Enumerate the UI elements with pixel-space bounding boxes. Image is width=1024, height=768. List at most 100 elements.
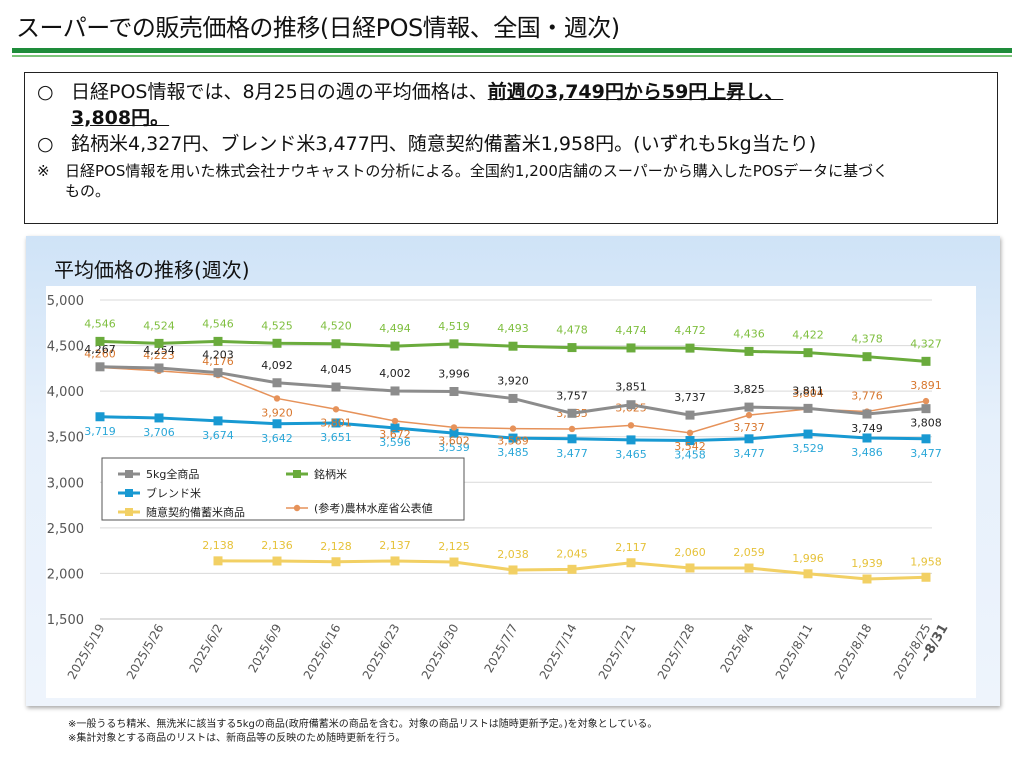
data-point xyxy=(627,422,635,429)
data-label: 3,642 xyxy=(261,432,293,445)
data-label: 4,546 xyxy=(84,317,116,330)
data-point xyxy=(390,341,400,351)
data-point xyxy=(95,336,105,346)
data-label: 2,045 xyxy=(556,547,588,560)
legend-box xyxy=(101,457,465,521)
data-point xyxy=(685,410,695,420)
data-point xyxy=(154,363,164,373)
data-point xyxy=(154,413,164,423)
series-brand: 4,546 4,524 4,546 4,525 4,520 4,494 4,519 4,493… xyxy=(84,317,942,366)
data-point xyxy=(803,569,813,579)
legend-item-total-label: 5kg全商品 xyxy=(146,467,199,481)
data-label: 3,485 xyxy=(497,446,529,459)
data-point xyxy=(862,409,872,419)
data-point xyxy=(449,428,459,438)
data-point xyxy=(685,436,695,446)
data-label: 2,138 xyxy=(202,539,234,552)
data-point xyxy=(862,433,872,443)
data-label: 3,529 xyxy=(792,442,824,455)
y-tick-label: 4,500 xyxy=(47,340,84,355)
data-label: 4,267 xyxy=(84,343,116,356)
data-point xyxy=(213,336,223,346)
data-point xyxy=(331,557,341,567)
data-label: 2,059 xyxy=(733,546,765,559)
bullet-mark: ○ xyxy=(37,81,54,103)
legend-item-blend-label: ブレンド米 xyxy=(146,486,201,500)
data-label: 3,719 xyxy=(84,425,116,438)
data-label: 4,478 xyxy=(556,324,588,337)
summary-line-1-prefix: 日経POS情報では、8月25日の週の平均価格は、 xyxy=(71,81,488,103)
data-point xyxy=(626,558,636,568)
data-label: 3,825 xyxy=(733,383,765,396)
legend-item-blend-marker xyxy=(125,489,133,497)
data-label: 4,436 xyxy=(733,327,765,340)
data-point xyxy=(508,393,518,403)
data-label: 3,808 xyxy=(910,417,942,430)
data-point xyxy=(567,564,577,574)
data-label: 3,486 xyxy=(851,446,883,459)
data-point xyxy=(390,556,400,566)
data-label: 2,125 xyxy=(438,540,470,553)
data-point xyxy=(154,338,164,348)
data-label: 2,117 xyxy=(615,541,647,554)
data-label: 3,477 xyxy=(733,447,765,460)
legend-item-total-marker xyxy=(125,470,133,478)
data-point xyxy=(449,557,459,567)
title-rule xyxy=(12,48,1012,53)
data-point xyxy=(213,416,223,426)
data-point xyxy=(449,339,459,349)
data-label: 3,651 xyxy=(320,431,352,444)
data-label: 3,542 xyxy=(674,440,706,453)
data-point xyxy=(213,368,223,378)
y-tick-label: 1,500 xyxy=(47,613,84,628)
data-point xyxy=(685,563,695,573)
data-point xyxy=(95,412,105,422)
data-point xyxy=(449,387,459,397)
data-point xyxy=(273,395,281,402)
data-point xyxy=(744,434,754,444)
data-point xyxy=(626,343,636,353)
data-point xyxy=(862,352,872,362)
summary-line-1: ○ 日経POS情報では、8月25日の週の平均価格は、前週の3,749円から59円上… xyxy=(37,79,985,105)
data-label: 4,223 xyxy=(143,349,175,362)
summary-line-1-highlight: 前週の3,749円から59円上昇し、 xyxy=(487,81,784,103)
summary-line-1-cont: 3,808円。 xyxy=(37,105,985,131)
data-label: 2,128 xyxy=(320,540,352,553)
data-point xyxy=(391,417,399,425)
data-point xyxy=(213,556,223,566)
data-label: 3,757 xyxy=(556,389,588,402)
data-label: 4,493 xyxy=(497,322,529,335)
data-label: 3,801 xyxy=(320,416,352,429)
legend-item-stockpile-label: 随意契約備蓄米商品 xyxy=(146,505,245,519)
data-label: 4,422 xyxy=(792,329,824,342)
data-label: 3,602 xyxy=(438,434,470,447)
data-point xyxy=(921,404,931,414)
y-tick-label: 4,000 xyxy=(47,385,84,400)
data-label: 3,920 xyxy=(261,406,293,419)
data-point xyxy=(744,563,754,573)
data-label: 2,136 xyxy=(261,539,293,552)
data-label: 2,137 xyxy=(379,539,411,552)
summary-note-text: 日経POS情報を用いた株式会社ナウキャストの分析による。全国約1,200店舗のス… xyxy=(65,162,889,180)
data-point xyxy=(509,425,517,432)
data-label: 2,060 xyxy=(674,546,706,559)
data-point xyxy=(921,572,931,582)
data-label: 4,254 xyxy=(143,344,175,357)
data-point xyxy=(450,424,458,431)
data-point xyxy=(862,574,872,584)
line-chart: 1,500 2,000 2,500 3,000 3,500 4,000 4,500 5,000… xyxy=(46,286,976,698)
data-label: 3,737 xyxy=(674,391,706,404)
data-point xyxy=(567,434,577,444)
data-label: 3,477 xyxy=(910,447,942,460)
data-point xyxy=(921,356,931,366)
data-label: 3,674 xyxy=(202,429,234,442)
data-label: 3,706 xyxy=(143,426,175,439)
summary-line-2-text: 銘柄米4,327円、ブレンド米3,477円、随意契約備蓄米1,958円。(いずれ… xyxy=(71,133,817,155)
data-point xyxy=(331,418,341,428)
data-label: 4,327 xyxy=(910,337,942,350)
summary-line-1-cont-highlight: 3,808円。 xyxy=(71,107,170,129)
legend-item-brand-label: 銘柄米 xyxy=(314,467,347,481)
data-point xyxy=(272,338,282,348)
data-label: 4,524 xyxy=(143,319,175,332)
